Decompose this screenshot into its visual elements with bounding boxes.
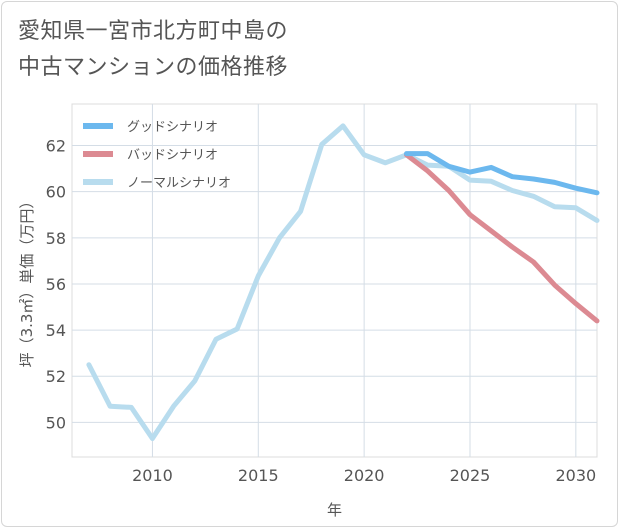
legend-label: ノーマルシナリオ [127, 176, 231, 191]
series-line-0 [404, 151, 600, 196]
y-tick-label: 62 [46, 137, 66, 156]
y-tick-label: 56 [46, 275, 66, 294]
y-tick-label: 50 [46, 413, 66, 432]
y-tick-label: 52 [46, 367, 66, 386]
x-tick-label: 2020 [344, 466, 385, 485]
legend-label: バッドシナリオ [127, 148, 218, 163]
plot-area [71, 103, 598, 458]
x-tick-label: 2030 [555, 466, 596, 485]
chart-title: 愛知県一宮市北方町中島の 中古マンションの価格推移 [18, 14, 288, 86]
y-tick-label: 58 [46, 229, 66, 248]
x-tick-label: 2015 [238, 466, 279, 485]
chart-title-line1: 愛知県一宮市北方町中島の [18, 19, 289, 44]
axes: 2010 2015 2020 2025 2030 50 52 54 56 58 60 62 [46, 137, 597, 485]
x-tick-label: 2010 [132, 466, 173, 485]
grid-lines [71, 103, 598, 458]
y-tick-label: 60 [46, 183, 66, 202]
series-line-1 [404, 152, 600, 324]
chart-title-line2: 中古マンションの価格推移 [18, 55, 289, 80]
legend-label: グッドシナリオ [127, 120, 218, 135]
series-line-2 [86, 123, 600, 441]
y-axis-title: 坪（3.3㎡）単価（万円） [18, 194, 36, 368]
x-axis-title: 年 [327, 501, 342, 519]
x-tick-label: 2025 [450, 466, 491, 485]
y-tick-label: 54 [46, 321, 66, 340]
series-lines [86, 123, 600, 441]
